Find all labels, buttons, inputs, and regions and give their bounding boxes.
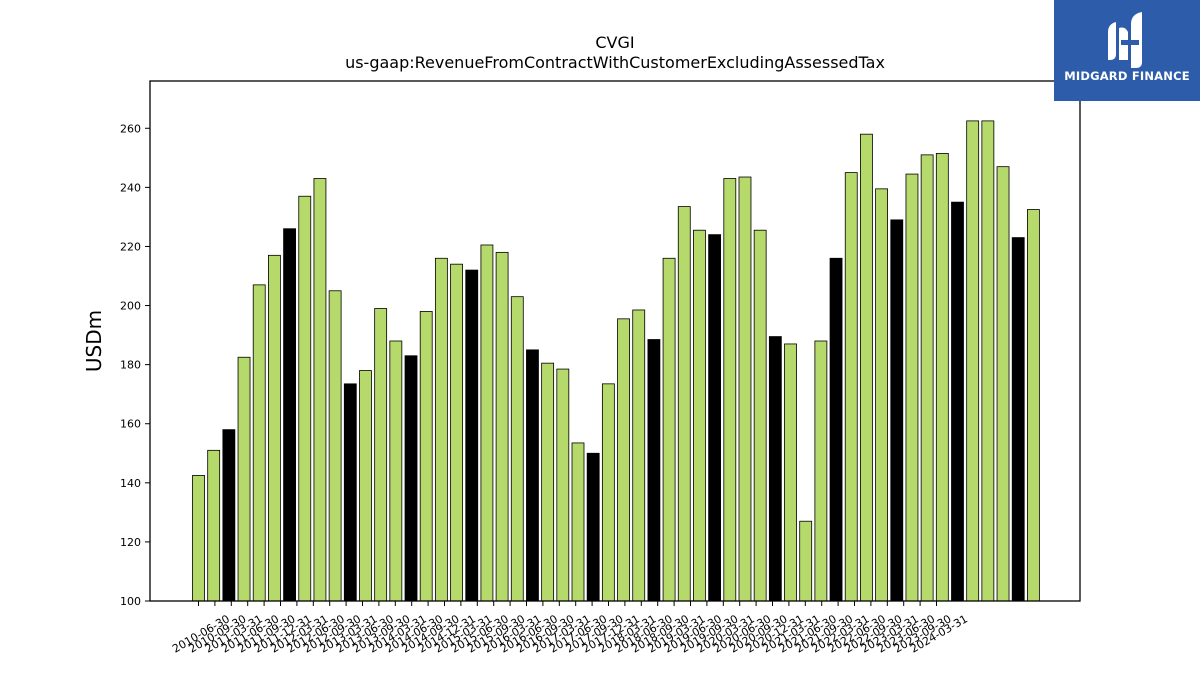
y-tick-label: 260 [120, 122, 141, 135]
bar-2018-06-30 [677, 206, 691, 602]
bar-2019-03-31 [723, 178, 737, 602]
y-axis-ticks: 100 120 140 160 180 200 220 240 260 [120, 122, 150, 608]
bar-2014-09-30 [450, 263, 463, 602]
chart-title: CVGI [595, 33, 634, 52]
bar-2013-09-30 [389, 340, 403, 602]
y-tick-label: 160 [120, 418, 141, 431]
bar-2014-06-30 [434, 257, 448, 602]
bar-2023-06-30 [981, 120, 995, 602]
y-tick-label: 120 [120, 536, 141, 549]
bar-2013-12-31 [404, 355, 418, 602]
bar-2019-12-31 [768, 336, 782, 602]
bar-2016-06-30 [556, 368, 570, 602]
bar-2014-03-31 [419, 311, 433, 602]
bar-2017-03-31 [601, 383, 615, 602]
bar-2018-12-31 [708, 234, 722, 602]
bar-2012-12-31 [343, 383, 357, 602]
bar-2020-03-31 [784, 343, 797, 602]
bar-2012-09-30 [328, 290, 342, 602]
plot-frame [149, 80, 1081, 602]
logo-mark-icon [1108, 12, 1142, 68]
bar-2011-06-30 [252, 284, 266, 602]
bar-2016-12-31 [586, 452, 600, 602]
chart-subtitle: us-gaap:RevenueFromContractWithCustomerE… [345, 53, 885, 72]
bar-2019-06-30 [738, 176, 752, 602]
bar-2013-06-30 [374, 308, 388, 602]
bar-2011-12-31 [283, 228, 296, 602]
bar-2015-03-31 [480, 244, 494, 602]
x-axis-ticks: 2010-06-302010-09-302011-03-312011-06-30… [170, 601, 970, 656]
bar-2023-09-30 [996, 166, 1010, 602]
y-axis-label: USDm [82, 310, 106, 372]
y-tick-label: 220 [120, 240, 141, 253]
bar-2011-09-30 [267, 254, 281, 602]
bar-2016-03-31 [541, 362, 555, 602]
bar-2018-03-31 [662, 257, 676, 602]
bar-2015-12-31 [526, 349, 539, 602]
bar-2021-12-31 [890, 219, 904, 602]
bar-2014-12-31 [465, 269, 479, 602]
bar-2016-09-30 [571, 442, 585, 602]
bar-2023-12-31 [1011, 237, 1025, 602]
bar-2022-03-31 [905, 173, 919, 602]
bar-2017-06-30 [617, 318, 630, 602]
bar-2010-12-31 [222, 429, 236, 602]
bar-2010-09-30 [207, 449, 221, 602]
bar-2021-06-30 [860, 133, 873, 602]
bar-2017-09-30 [632, 309, 646, 602]
bar-2020-06-30 [799, 520, 813, 602]
bar-2011-03-31 [237, 356, 251, 602]
bar-2019-09-30 [753, 229, 767, 602]
bar-2015-06-30 [495, 251, 509, 602]
bar-2017-12-31 [647, 339, 661, 602]
bar-2010-06-30 [192, 475, 205, 602]
y-tick-label: 240 [120, 181, 141, 194]
bar-2012-06-30 [313, 178, 327, 602]
bar-2022-09-30 [935, 152, 949, 602]
bar-2012-03-31 [298, 195, 312, 602]
bar-2021-09-30 [875, 188, 888, 602]
y-tick-label: 140 [120, 477, 141, 490]
bar-2023-03-31 [966, 120, 980, 602]
bar-2015-09-30 [510, 296, 524, 602]
bar-2022-12-31 [951, 201, 964, 602]
y-tick-label: 100 [120, 595, 141, 608]
bar-2022-06-30 [920, 154, 934, 602]
bar-2018-09-30 [693, 229, 706, 602]
bar-2020-12-31 [829, 257, 843, 602]
bar-2024-03-31 [1027, 209, 1040, 602]
bar-2020-09-30 [814, 340, 828, 602]
y-tick-label: 180 [120, 359, 141, 372]
bar-2013-03-31 [359, 370, 372, 602]
brand-logo: MIDGARD FINANCE [1054, 0, 1200, 101]
bar-2021-03-31 [844, 172, 858, 602]
bars-group [192, 120, 1040, 602]
y-tick-label: 200 [120, 300, 141, 313]
logo-text: MIDGARD FINANCE [1064, 69, 1190, 83]
